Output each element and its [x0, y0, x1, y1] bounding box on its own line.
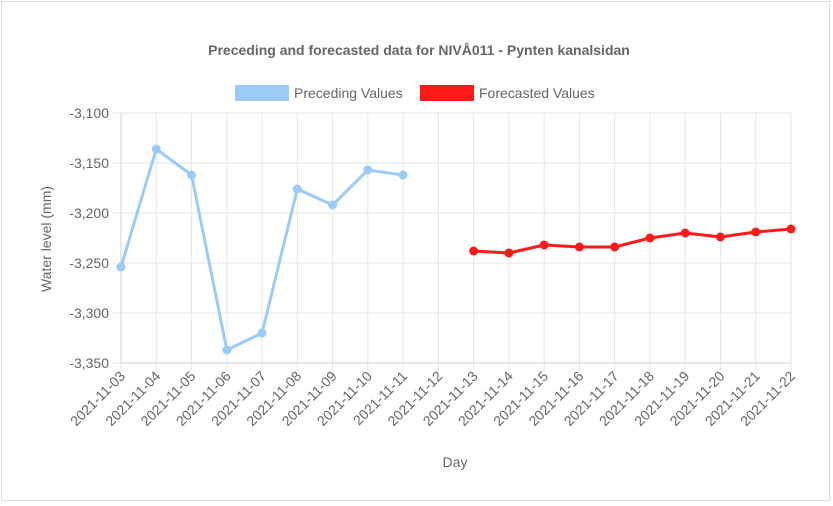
legend-item-preceding[interactable]: Preceding Values	[235, 85, 403, 101]
y-tick-label: -3,350	[69, 355, 109, 371]
data-point-preceding[interactable]	[257, 328, 267, 338]
data-point-forecasted[interactable]	[610, 242, 620, 252]
data-point-preceding[interactable]	[151, 144, 161, 154]
legend-item-forecasted[interactable]: Forecasted Values	[420, 85, 595, 101]
y-tick-label: -3,200	[69, 205, 109, 221]
legend-swatch-forecasted	[420, 85, 474, 101]
data-point-forecasted[interactable]	[751, 227, 761, 237]
data-point-preceding[interactable]	[116, 262, 126, 272]
legend: Preceding Values Forecasted Values	[235, 85, 595, 101]
legend-swatch-preceding	[235, 85, 289, 101]
legend-label-preceding: Preceding Values	[294, 85, 403, 101]
data-point-forecasted[interactable]	[574, 242, 584, 252]
x-axis-label: Day	[443, 454, 468, 470]
data-point-preceding[interactable]	[222, 345, 232, 355]
y-tick-label: -3,300	[69, 305, 109, 321]
data-point-forecasted[interactable]	[715, 232, 725, 242]
data-point-preceding[interactable]	[187, 170, 197, 180]
data-point-forecasted[interactable]	[786, 224, 796, 234]
series-line-forecasted	[473, 227, 792, 255]
data-point-preceding[interactable]	[398, 170, 408, 180]
series-lines	[119, 147, 792, 352]
x-axis-ticks: 2021-11-032021-11-042021-11-052021-11-06…	[67, 368, 798, 429]
y-axis-label: Water level (mm)	[38, 186, 54, 292]
y-axis-ticks: -3,100 -3,150 -3,200 -3,250 -3,300 -3,350	[69, 105, 109, 371]
chart-title: Preceding and forecasted data for NIVÅ01…	[208, 42, 630, 58]
grid	[113, 112, 792, 371]
data-point-forecasted[interactable]	[469, 246, 479, 256]
y-tick-label: -3,100	[69, 105, 109, 121]
data-point-preceding[interactable]	[292, 184, 302, 194]
data-point-forecasted[interactable]	[539, 240, 549, 250]
y-tick-label: -3,250	[69, 255, 109, 271]
data-point-preceding[interactable]	[363, 165, 373, 175]
data-point-forecasted[interactable]	[504, 248, 514, 258]
data-point-forecasted[interactable]	[680, 228, 690, 238]
legend-label-forecasted: Forecasted Values	[479, 85, 595, 101]
y-tick-label: -3,150	[69, 155, 109, 171]
data-point-forecasted[interactable]	[645, 233, 655, 243]
data-point-preceding[interactable]	[328, 200, 338, 210]
series-points	[116, 144, 796, 355]
